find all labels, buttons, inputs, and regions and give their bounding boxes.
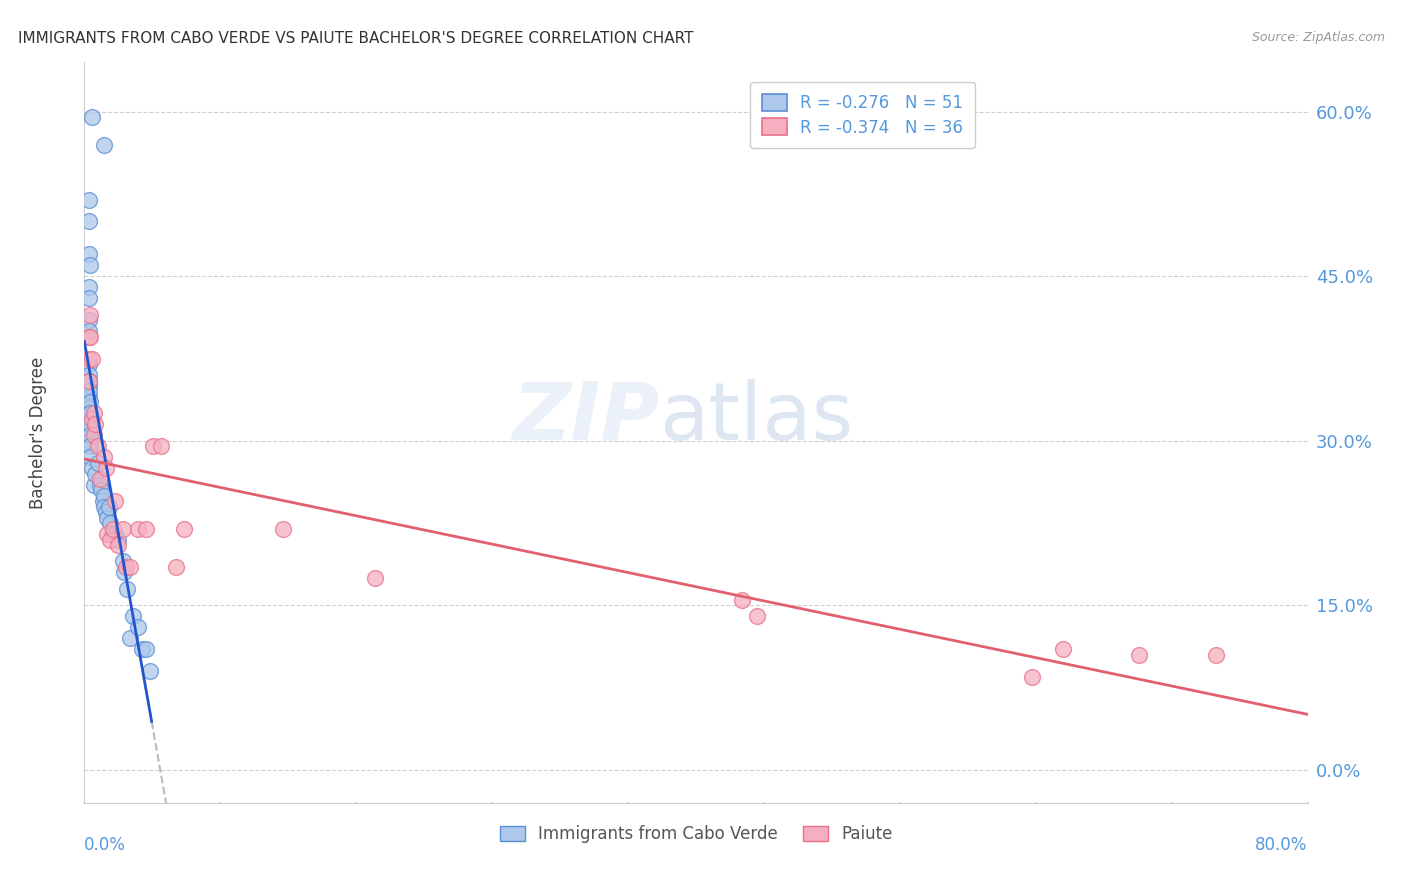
Point bbox=[1128, 648, 1150, 662]
Point bbox=[111, 522, 134, 536]
Point bbox=[79, 439, 101, 453]
Point bbox=[364, 571, 387, 585]
Point bbox=[83, 406, 105, 420]
Point bbox=[77, 280, 100, 294]
Point bbox=[115, 582, 138, 596]
Point bbox=[79, 308, 101, 322]
Point bbox=[77, 214, 100, 228]
Point bbox=[89, 472, 111, 486]
Text: 0.0%: 0.0% bbox=[84, 836, 127, 855]
Point bbox=[77, 417, 100, 432]
Point bbox=[165, 560, 187, 574]
Point bbox=[77, 384, 100, 399]
Text: ZIP: ZIP bbox=[512, 379, 659, 457]
Point bbox=[101, 527, 124, 541]
Point bbox=[271, 522, 294, 536]
Point bbox=[80, 461, 103, 475]
Point bbox=[77, 357, 100, 371]
Point bbox=[77, 401, 100, 415]
Point bbox=[1052, 642, 1074, 657]
Point bbox=[135, 522, 157, 536]
Text: Source: ZipAtlas.com: Source: ZipAtlas.com bbox=[1251, 31, 1385, 45]
Point bbox=[1205, 648, 1227, 662]
Point bbox=[131, 642, 153, 657]
Point bbox=[107, 538, 129, 552]
Point bbox=[79, 329, 101, 343]
Point bbox=[77, 291, 100, 305]
Point bbox=[94, 461, 117, 475]
Point bbox=[84, 467, 107, 481]
Point bbox=[107, 533, 129, 547]
Point bbox=[80, 351, 103, 366]
Point bbox=[79, 406, 101, 420]
Point bbox=[89, 477, 111, 491]
Point bbox=[142, 439, 165, 453]
Point bbox=[96, 527, 118, 541]
Point bbox=[77, 329, 100, 343]
Point bbox=[173, 522, 195, 536]
Text: atlas: atlas bbox=[659, 379, 853, 457]
Point bbox=[79, 423, 101, 437]
Point bbox=[83, 428, 105, 442]
Text: Bachelor's Degree: Bachelor's Degree bbox=[30, 357, 46, 508]
Point bbox=[79, 258, 101, 272]
Point bbox=[77, 412, 100, 426]
Point bbox=[96, 510, 118, 524]
Point bbox=[120, 632, 142, 646]
Point bbox=[80, 412, 103, 426]
Point bbox=[87, 456, 110, 470]
Point bbox=[127, 522, 149, 536]
Point bbox=[104, 494, 127, 508]
Point bbox=[77, 351, 100, 366]
Point bbox=[104, 527, 127, 541]
Text: 80.0%: 80.0% bbox=[1256, 836, 1308, 855]
Point bbox=[93, 450, 115, 465]
Point bbox=[77, 247, 100, 261]
Point bbox=[79, 428, 101, 442]
Point bbox=[77, 324, 100, 338]
Point bbox=[139, 664, 162, 678]
Point bbox=[91, 494, 114, 508]
Point bbox=[93, 500, 115, 514]
Point bbox=[98, 516, 121, 530]
Point bbox=[77, 374, 100, 388]
Point bbox=[79, 434, 101, 448]
Point bbox=[93, 489, 115, 503]
Point bbox=[122, 609, 145, 624]
Point bbox=[112, 566, 135, 580]
Point bbox=[79, 395, 101, 409]
Point bbox=[90, 483, 112, 498]
Point bbox=[77, 379, 100, 393]
Point bbox=[87, 439, 110, 453]
Point bbox=[77, 193, 100, 207]
Point bbox=[94, 505, 117, 519]
Point bbox=[84, 417, 107, 432]
Point bbox=[103, 522, 125, 536]
Point bbox=[83, 477, 105, 491]
Point bbox=[120, 560, 142, 574]
Point bbox=[77, 368, 100, 382]
Point bbox=[1021, 670, 1043, 684]
Point bbox=[93, 137, 115, 152]
Point bbox=[149, 439, 172, 453]
Point bbox=[98, 533, 121, 547]
Point bbox=[79, 450, 101, 465]
Point bbox=[97, 500, 120, 514]
Point bbox=[135, 642, 157, 657]
Point bbox=[80, 110, 103, 124]
Point bbox=[77, 390, 100, 404]
Text: IMMIGRANTS FROM CABO VERDE VS PAIUTE BACHELOR'S DEGREE CORRELATION CHART: IMMIGRANTS FROM CABO VERDE VS PAIUTE BAC… bbox=[18, 31, 693, 46]
Point bbox=[114, 560, 136, 574]
Point bbox=[77, 313, 100, 327]
Point bbox=[111, 554, 134, 568]
Point bbox=[77, 374, 100, 388]
Point bbox=[731, 593, 754, 607]
Legend: Immigrants from Cabo Verde, Paiute: Immigrants from Cabo Verde, Paiute bbox=[494, 819, 898, 850]
Point bbox=[127, 620, 149, 634]
Point bbox=[747, 609, 769, 624]
